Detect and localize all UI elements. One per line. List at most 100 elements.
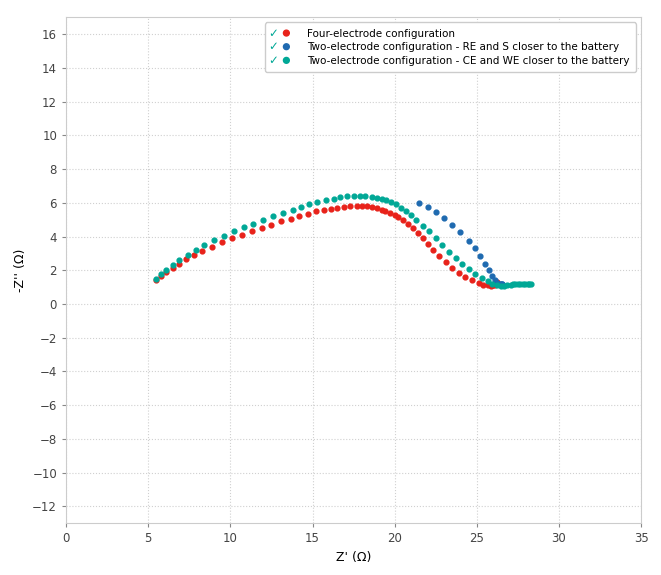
Point <box>342 191 352 201</box>
Point <box>495 282 506 291</box>
Point <box>502 281 512 290</box>
Point <box>266 220 277 229</box>
Legend: Four-electrode configuration, Two-electrode configuration - RE and S closer to t: Four-electrode configuration, Two-electr… <box>264 22 636 72</box>
Point <box>175 259 185 268</box>
Point <box>319 205 329 214</box>
Point <box>510 279 521 288</box>
Point <box>483 281 493 290</box>
Point <box>182 251 193 260</box>
Point <box>457 259 467 268</box>
Point <box>385 208 395 217</box>
Point <box>386 197 397 206</box>
Point <box>491 278 502 288</box>
Point <box>494 279 505 288</box>
Point <box>190 246 201 255</box>
Point <box>508 279 518 288</box>
Point <box>199 240 210 250</box>
Point <box>524 279 535 288</box>
Point <box>168 263 178 273</box>
Point <box>175 255 185 264</box>
Point <box>422 240 433 249</box>
Point <box>345 202 356 211</box>
Point <box>463 236 474 246</box>
Point <box>335 192 346 201</box>
Point <box>484 266 494 275</box>
Point <box>414 198 424 208</box>
Point <box>406 211 416 220</box>
Point <box>376 205 387 214</box>
Point <box>156 270 167 279</box>
Point <box>463 264 474 273</box>
Y-axis label: -Z'' (Ω): -Z'' (Ω) <box>14 248 26 292</box>
Point <box>398 216 408 225</box>
Point <box>447 263 457 273</box>
Point <box>229 227 239 236</box>
Point <box>295 202 306 212</box>
Point <box>515 279 525 288</box>
Point <box>356 202 367 211</box>
Point <box>455 228 466 237</box>
Point <box>487 271 498 281</box>
Point <box>483 277 493 286</box>
Point <box>161 267 172 277</box>
Point <box>403 219 413 228</box>
Point <box>440 257 451 266</box>
Point <box>450 253 461 262</box>
Point <box>338 202 349 212</box>
Point <box>376 194 387 203</box>
Point <box>278 208 288 217</box>
Point <box>444 247 454 256</box>
Point <box>520 279 531 288</box>
Point <box>355 191 366 201</box>
Point <box>490 276 500 285</box>
Point <box>475 251 485 260</box>
Point <box>417 233 428 243</box>
Point <box>478 280 488 289</box>
Point <box>381 196 392 205</box>
Point <box>498 282 509 291</box>
Point <box>207 242 217 251</box>
Point <box>312 197 323 206</box>
Point <box>379 206 390 216</box>
Point <box>360 191 370 201</box>
Point <box>321 196 331 205</box>
Point <box>256 224 267 233</box>
Point <box>505 280 516 289</box>
Point <box>522 279 533 288</box>
Point <box>348 191 359 201</box>
Point <box>217 238 227 247</box>
Point <box>470 244 481 253</box>
Point <box>495 279 506 288</box>
Point <box>189 251 200 260</box>
Point <box>525 279 536 288</box>
Point <box>311 206 321 216</box>
Point <box>371 193 382 202</box>
Point <box>427 246 438 255</box>
Point <box>302 209 313 218</box>
X-axis label: Z' (Ω): Z' (Ω) <box>336 551 371 564</box>
Point <box>491 278 502 287</box>
Point <box>180 255 191 264</box>
Point <box>209 235 219 244</box>
Point <box>276 217 287 226</box>
Point <box>366 202 377 212</box>
Point <box>258 215 268 224</box>
Point <box>410 215 421 224</box>
Point <box>366 192 377 201</box>
Point <box>497 279 508 288</box>
Point <box>430 233 441 243</box>
Point <box>439 213 449 223</box>
Point <box>161 266 172 275</box>
Point <box>467 276 477 285</box>
Point <box>491 278 502 288</box>
Point <box>151 274 162 283</box>
Point <box>286 214 297 224</box>
Point <box>460 273 471 282</box>
Point <box>304 200 315 209</box>
Point <box>437 240 447 250</box>
Point <box>151 275 162 284</box>
Point <box>491 281 502 290</box>
Point <box>247 227 257 236</box>
Point <box>480 259 490 268</box>
Point <box>473 278 484 288</box>
